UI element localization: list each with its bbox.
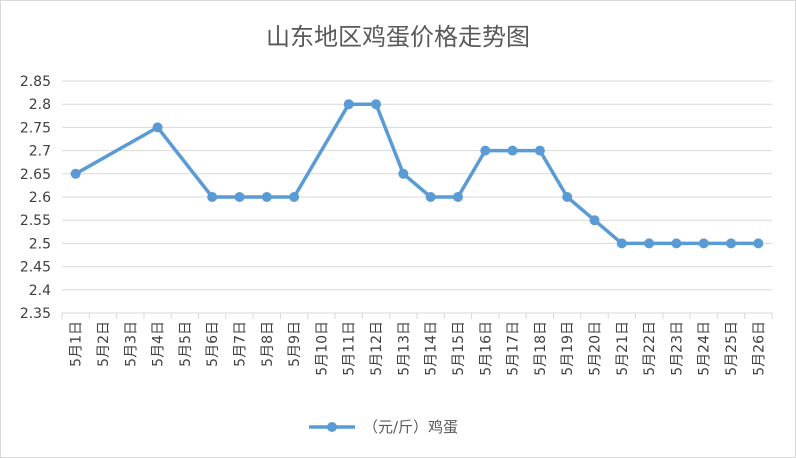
data-point	[452, 192, 463, 202]
data-point	[343, 99, 354, 110]
x-tick-label: 5月13日	[396, 321, 412, 376]
y-tick-label: 2.55	[20, 213, 51, 229]
grid-lines	[61, 80, 773, 319]
x-tick-label: 5月23日	[669, 321, 685, 376]
x-tick-label: 5月26日	[751, 321, 767, 376]
y-tick-label: 2.6	[29, 190, 51, 206]
data-point	[753, 238, 764, 249]
y-tick-label: 2.85	[20, 74, 51, 90]
x-tick-label: 5月10日	[314, 321, 330, 376]
y-tick-label: 2.35	[20, 306, 51, 322]
data-point	[371, 99, 382, 110]
x-tick-label: 5月15日	[451, 321, 467, 376]
data-point	[234, 192, 245, 202]
x-tick-label: 5月2日	[96, 321, 112, 367]
data-point	[671, 238, 682, 249]
data-point	[425, 192, 436, 202]
x-tick-label: 5月21日	[615, 321, 631, 376]
x-tick-label: 5月1日	[69, 321, 85, 367]
x-tick-label: 5月18日	[533, 321, 549, 376]
data-point	[534, 145, 545, 156]
legend-label: （元/斤）鸡蛋	[363, 418, 458, 436]
x-tick-label: 5月8日	[260, 321, 276, 367]
data-point	[261, 192, 272, 202]
x-tick-label: 5月22日	[642, 321, 658, 376]
x-tick-label: 5月5日	[178, 321, 194, 367]
legend-marker-swatch	[327, 422, 337, 432]
x-tick-label: 5月7日	[233, 321, 249, 367]
data-point	[152, 122, 163, 133]
chart-title: 山东地区鸡蛋价格走势图	[266, 23, 530, 51]
x-tick-label: 5月12日	[369, 321, 385, 376]
x-tick-label: 5月19日	[560, 321, 576, 376]
data-point	[644, 238, 655, 249]
x-tick-label: 5月16日	[478, 321, 494, 376]
data-point	[507, 145, 518, 156]
x-tick-label: 5月11日	[342, 321, 358, 376]
series-line	[74, 102, 759, 246]
data-point	[480, 145, 491, 156]
x-axis-ticks: 5月1日 5月2日 5月3日 5月4日 5月5日 5月6日 5月7日 5月8日 5月9日 5月10…	[69, 321, 768, 376]
data-point	[726, 238, 737, 249]
x-tick-label: 5月20日	[588, 321, 604, 376]
data-point	[70, 168, 81, 179]
x-tick-label: 5月3日	[123, 321, 139, 367]
x-tick-label: 5月6日	[205, 321, 221, 367]
y-tick-label: 2.45	[20, 260, 51, 276]
x-tick-label: 5月25日	[724, 321, 740, 376]
x-tick-label: 5月9日	[287, 321, 303, 367]
x-tick-label: 5月4日	[151, 321, 167, 367]
y-tick-label: 2.75	[20, 120, 51, 136]
x-tick-label: 5月24日	[697, 321, 713, 376]
data-point	[698, 238, 709, 249]
y-tick-label: 2.4	[29, 283, 51, 299]
x-tick-label: 5月14日	[424, 321, 440, 376]
legend: （元/斤）鸡蛋	[309, 418, 458, 436]
data-point	[616, 238, 627, 249]
data-point	[562, 192, 573, 202]
y-tick-label: 2.65	[20, 167, 51, 183]
y-tick-label: 2.5	[29, 236, 51, 252]
series-line-group	[70, 99, 764, 249]
y-tick-label: 2.8	[29, 97, 51, 113]
y-axis-ticks: 2.35 2.4 2.45 2.5 2.55 2.6 2.65 2.7 2.75 2.8 2.85	[20, 74, 51, 322]
data-point	[289, 192, 300, 202]
y-tick-label: 2.7	[29, 144, 51, 160]
data-point	[398, 168, 409, 179]
data-point	[589, 215, 600, 226]
data-point	[207, 192, 218, 202]
x-tick-label: 5月17日	[506, 321, 522, 376]
